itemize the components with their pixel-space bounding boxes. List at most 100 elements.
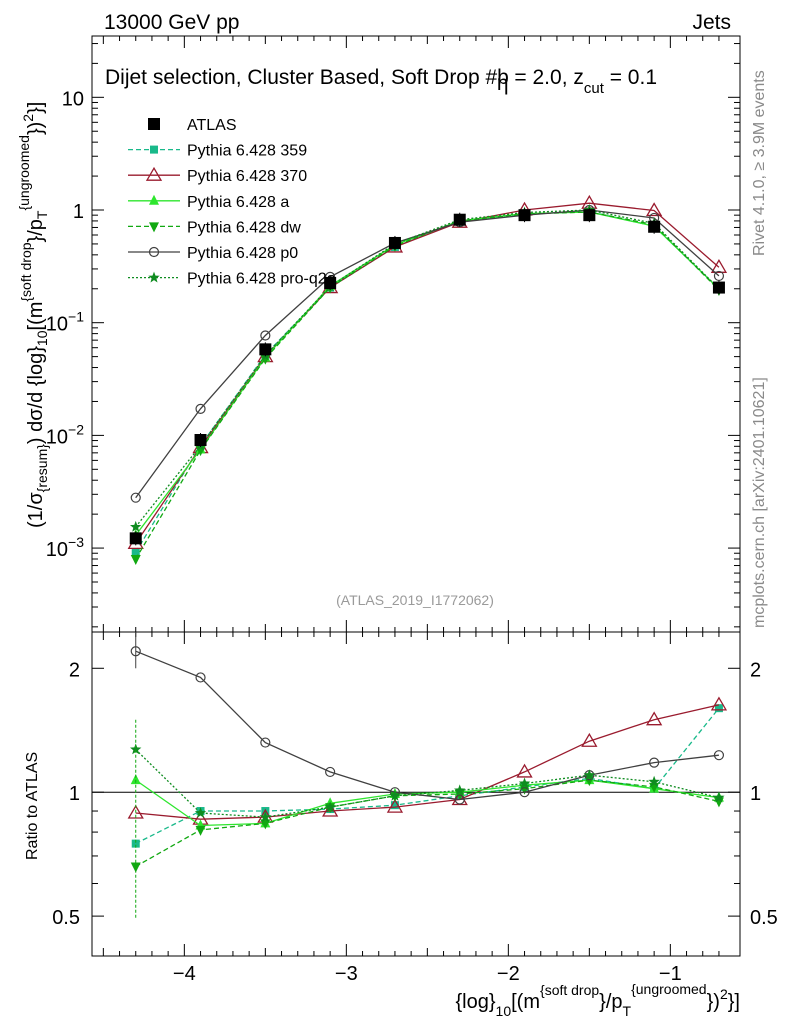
ratio-series-point bbox=[714, 704, 723, 713]
data-point bbox=[194, 434, 207, 447]
main-y-tick-base: 10 bbox=[62, 88, 84, 110]
ratio-series-point bbox=[260, 819, 271, 830]
ratio-series-point bbox=[324, 801, 336, 812]
ratio-y-tick-label-right: 0.5 bbox=[750, 907, 778, 929]
legend-marker bbox=[149, 194, 159, 205]
plot-title-beta-value: = 2.0, z bbox=[509, 66, 584, 89]
main-y-tick-label: 10−3 bbox=[46, 534, 84, 561]
ratio-series-point bbox=[713, 791, 725, 803]
main-y-label-sup3: {soft drop bbox=[18, 242, 34, 301]
analysis-watermark: (ATLAS_2019_I1772062) bbox=[336, 592, 494, 608]
main-series-line bbox=[135, 210, 720, 553]
main-series-point bbox=[195, 403, 206, 414]
ratio-series-point bbox=[389, 789, 401, 801]
plot-title-main: Dijet selection, Cluster Based, Soft Dro… bbox=[105, 66, 509, 89]
main-series-point bbox=[130, 520, 142, 532]
main-series-point bbox=[131, 548, 140, 557]
main-series-line bbox=[135, 211, 720, 560]
ratio-series-point bbox=[649, 757, 660, 768]
collision-label: 13000 GeV pp bbox=[104, 11, 239, 34]
main-y-tick-label: 10−1 bbox=[46, 309, 84, 336]
data-point bbox=[129, 532, 142, 545]
x-label-sup3: {ungroomed bbox=[631, 981, 707, 997]
ratio-series-point bbox=[454, 794, 465, 805]
data-point bbox=[648, 220, 661, 233]
ratio-y-tick-label-left: 2 bbox=[69, 659, 80, 681]
main-y-label-sub1: {resum} bbox=[34, 444, 50, 493]
ratio-plot-frame bbox=[91, 631, 741, 957]
x-tick-label: −4 bbox=[173, 963, 196, 985]
main-y-label-sub2: 10 bbox=[34, 330, 50, 346]
main-series-point bbox=[130, 492, 141, 503]
ratio-series-point bbox=[390, 801, 399, 810]
main-series-point bbox=[130, 554, 141, 565]
ratio-series-line bbox=[135, 707, 720, 845]
ratio-series-line bbox=[135, 779, 719, 827]
main-series-line bbox=[135, 209, 720, 528]
ratio-series-point bbox=[710, 696, 728, 711]
legend-label: Pythia 6.428 a bbox=[187, 194, 289, 211]
ratio-series-point bbox=[648, 775, 660, 787]
ratio-series-point bbox=[127, 804, 144, 819]
ratio-y-tick-label-left: 0.5 bbox=[52, 907, 80, 929]
plot-title-zcut-value: = 0.1 bbox=[604, 66, 657, 89]
x-label-sup2: {soft drop bbox=[540, 982, 599, 998]
x-label-part1: {log} bbox=[455, 991, 495, 1013]
legend-marker bbox=[148, 271, 160, 283]
legend-marker bbox=[145, 166, 163, 181]
main-y-label-part5: }) bbox=[25, 122, 47, 135]
main-y-tick-label: 1 bbox=[73, 201, 84, 223]
legend-label: Pythia 6.428 pro-q2o bbox=[187, 271, 336, 288]
ratio-y-tick-label-right: 1 bbox=[750, 783, 761, 805]
ratio-series-point bbox=[131, 839, 140, 848]
legend-label: Pythia 6.428 359 bbox=[187, 143, 307, 160]
plot-title-zcut-sub: cut bbox=[584, 80, 605, 97]
mcplots-source-label: mcplots.cern.ch [arXiv:2401.10621] bbox=[751, 377, 768, 628]
legend-marker bbox=[149, 222, 159, 233]
ratio-series-point bbox=[454, 784, 466, 796]
main-y-label-sup4: {ungroomed bbox=[16, 135, 32, 211]
ratio-series-point bbox=[195, 825, 206, 836]
main-series-point bbox=[260, 330, 271, 341]
data-point bbox=[518, 209, 531, 222]
main-y-label-sup5: 2 bbox=[20, 114, 36, 122]
legend-label: Pythia 6.428 dw bbox=[187, 219, 301, 236]
ratio-series-point bbox=[583, 769, 595, 780]
legend-label-data: ATLAS bbox=[187, 117, 237, 134]
main-y-tick-exponent: −3 bbox=[68, 534, 84, 550]
x-tick-label: −1 bbox=[659, 963, 682, 985]
ratio-series-point bbox=[130, 743, 142, 755]
jets-label: Jets bbox=[692, 11, 731, 34]
ratio-series-point bbox=[581, 732, 598, 747]
legend-label: Pythia 6.428 p0 bbox=[187, 245, 298, 262]
main-y-label-part6: }] bbox=[25, 102, 47, 114]
ratio-series-point bbox=[386, 798, 404, 813]
ratio-y-tick-label-right: 2 bbox=[750, 659, 761, 681]
ratio-series-point bbox=[194, 807, 207, 818]
legend-label: Pythia 6.428 370 bbox=[187, 168, 307, 185]
main-series-point bbox=[646, 202, 663, 217]
main-y-tick-exponent: −2 bbox=[68, 421, 84, 437]
main-series-line bbox=[135, 209, 720, 499]
legend-marker bbox=[148, 246, 160, 258]
x-axis-label: {log}10[(m{soft drop}/pT {ungroomed})2}] bbox=[455, 981, 740, 1019]
x-tick-label: −2 bbox=[497, 963, 520, 985]
x-label-sub1: 10 bbox=[496, 1003, 512, 1019]
x-label-sub3: T bbox=[623, 1003, 632, 1019]
ratio-series-point bbox=[516, 763, 533, 778]
ratio-series-point bbox=[646, 711, 663, 726]
ratio-series-line bbox=[135, 749, 720, 818]
ratio-y-axis-label: Ratio to ATLAS bbox=[24, 752, 41, 860]
ratio-series-point bbox=[325, 766, 336, 778]
ratio-series-point bbox=[259, 811, 271, 822]
ratio-series-point bbox=[260, 737, 271, 748]
main-y-label-part3: [(m bbox=[25, 302, 47, 331]
data-point bbox=[324, 277, 337, 290]
plot-title: Dijet selection, Cluster Based, Soft Dro… bbox=[105, 66, 657, 97]
x-label-part4: }) bbox=[707, 991, 720, 1013]
main-y-tick-base: 10 bbox=[46, 539, 68, 561]
x-tick-label: −3 bbox=[335, 963, 358, 985]
ratio-series-point bbox=[713, 750, 725, 761]
